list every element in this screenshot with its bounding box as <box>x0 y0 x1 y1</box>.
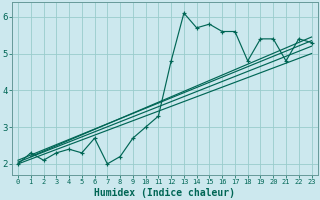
X-axis label: Humidex (Indice chaleur): Humidex (Indice chaleur) <box>94 188 235 198</box>
